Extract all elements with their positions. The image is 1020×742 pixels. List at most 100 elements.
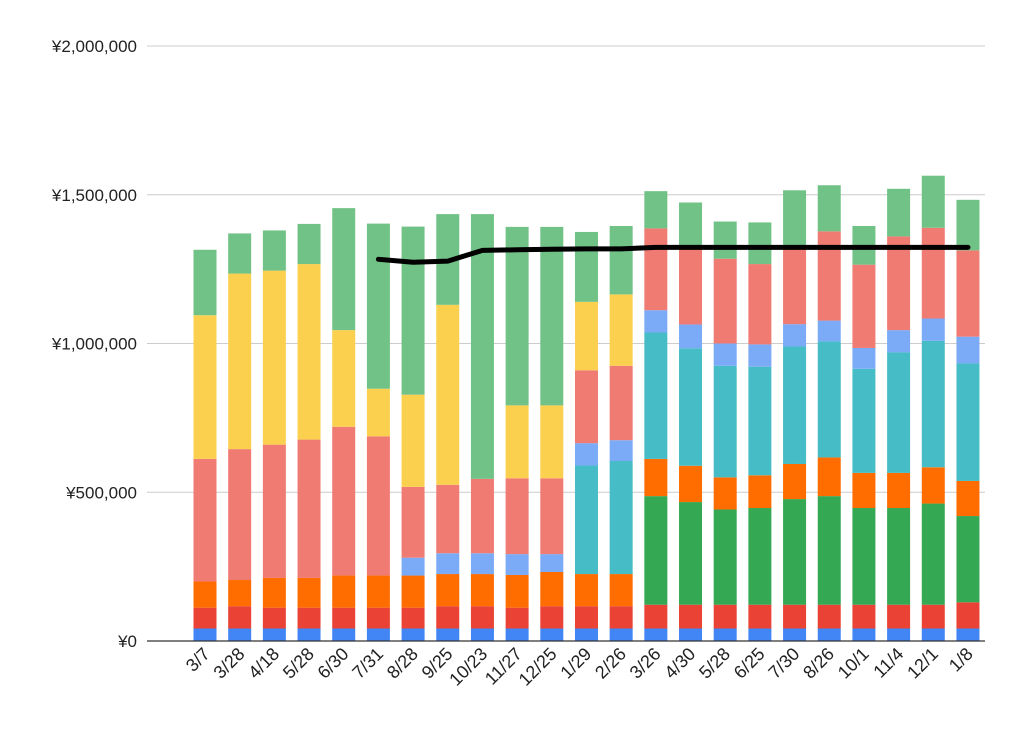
- bar-segment-2-26-series-7: [609, 365, 633, 441]
- bar-segment-5-28-series-9: [713, 221, 737, 259]
- bar-segment-6-30-series-1: [332, 628, 356, 641]
- bar-segment-2-26-series-8: [609, 294, 633, 366]
- bar-segment-5-28-series-6: [713, 343, 737, 366]
- bar-segment-11-27-series-9: [505, 226, 529, 406]
- bar-segment-8-28-series-1: [401, 628, 425, 641]
- bar-segment-8-26-series-5: [817, 341, 841, 458]
- bar-segment-6-30-series-2: [332, 607, 356, 629]
- bar-segment-8-28-series-6: [401, 557, 425, 576]
- bar-segment-8-26-series-2: [817, 604, 841, 629]
- bar-segment-10-23-series-4: [470, 574, 494, 607]
- bar-segment-6-25-series-2: [748, 604, 772, 629]
- bar-segment-5-28-series-8: [297, 264, 321, 440]
- bar-segment-3-28-series-9: [228, 233, 252, 274]
- bar-segment-12-1-series-9: [921, 175, 945, 228]
- bar-segment-1-29-series-6: [574, 443, 598, 466]
- bar-segment-3-28-series-8: [228, 273, 252, 450]
- bar-segment-6-30-series-4: [332, 575, 356, 608]
- bar-segment-1-8-series-9: [956, 199, 980, 251]
- bar-segment-6-25-series-4: [748, 475, 772, 509]
- bar-segment-9-25-series-8: [436, 304, 460, 485]
- bar-segment-12-1-series-2: [921, 604, 945, 629]
- bar-segment-1-29-series-5: [574, 465, 598, 575]
- bar-segment-6-30-series-8: [332, 330, 356, 427]
- bar-segment-11-4-series-3: [887, 508, 911, 605]
- bar-segment-3-7-series-1: [193, 628, 217, 641]
- y-tick-label: ¥0: [117, 632, 137, 651]
- x-tick-label: 11/4: [869, 644, 907, 682]
- bar-segment-3-7-series-8: [193, 315, 217, 459]
- bar-segment-7-30-series-4: [783, 463, 807, 500]
- bar-segment-11-27-series-1: [505, 628, 529, 641]
- bar-segment-6-25-series-9: [748, 222, 772, 265]
- bar-segment-7-30-series-1: [783, 628, 807, 641]
- x-tick-label: 1/29: [556, 644, 595, 683]
- bar-segment-4-30-series-6: [679, 324, 703, 349]
- x-tick-label: 12/1: [903, 644, 942, 683]
- x-tick-label: 3/7: [182, 644, 214, 676]
- bar-segment-3-7-series-4: [193, 581, 217, 608]
- bar-segment-3-26-series-6: [644, 310, 668, 333]
- bar-segment-6-30-series-9: [332, 208, 356, 331]
- bar-segment-6-25-series-6: [748, 344, 772, 367]
- bar-segment-9-25-series-6: [436, 553, 460, 575]
- bar-segment-11-27-series-4: [505, 574, 529, 608]
- x-tick-label: 2/26: [591, 644, 630, 683]
- bar-segment-3-7-series-7: [193, 458, 217, 582]
- bar-segment-7-30-series-2: [783, 604, 807, 629]
- bar-segment-8-28-series-4: [401, 575, 425, 608]
- x-axis-tick-labels: 3/73/284/185/286/307/318/289/2510/2311/2…: [182, 644, 977, 690]
- bar-segment-10-1-series-1: [852, 628, 876, 641]
- bar-segment-3-26-series-4: [644, 458, 668, 497]
- bar-segment-4-18-series-9: [262, 230, 286, 271]
- bar-segment-8-26-series-3: [817, 496, 841, 605]
- bar-segment-7-30-series-9: [783, 190, 807, 246]
- bar-segment-1-8-series-6: [956, 336, 980, 364]
- bar-segment-4-30-series-3: [679, 502, 703, 605]
- bar-segment-1-29-series-4: [574, 574, 598, 607]
- bar-segment-6-25-series-5: [748, 366, 772, 476]
- bar-segment-11-4-series-5: [887, 352, 911, 473]
- bar-segment-7-30-series-7: [783, 245, 807, 325]
- bar-segment-3-26-series-3: [644, 496, 668, 605]
- x-tick-label: 10/1: [834, 644, 873, 683]
- bar-segment-11-27-series-7: [505, 478, 529, 555]
- bar-segment-7-30-series-3: [783, 499, 807, 605]
- bar-segment-3-26-series-2: [644, 604, 668, 629]
- y-tick-label: ¥2,000,000: [51, 37, 137, 56]
- bar-segment-6-25-series-1: [748, 628, 772, 641]
- x-tick-label: 11/27: [481, 644, 526, 689]
- bar-segment-12-1-series-5: [921, 340, 945, 468]
- series-line: [375, 244, 971, 265]
- bar-segment-8-28-series-7: [401, 486, 425, 558]
- bar-segment-11-4-series-4: [887, 472, 911, 509]
- bar-segment-10-23-series-7: [470, 478, 494, 554]
- x-tick-label: 10/23: [445, 644, 491, 690]
- bar-segment-7-31-series-7: [366, 436, 390, 576]
- bar-segment-5-28-series-2: [713, 604, 737, 629]
- bar-segment-2-26-series-1: [609, 628, 633, 641]
- bar-segment-12-1-series-7: [921, 227, 945, 319]
- bar-segment-7-30-series-5: [783, 346, 807, 464]
- gridlines: [147, 45, 985, 493]
- bar-segment-2-26-series-5: [609, 461, 633, 575]
- bar-segment-1-8-series-3: [956, 516, 980, 603]
- bar-segment-3-26-series-1: [644, 628, 668, 641]
- bar-segment-2-26-series-9: [609, 225, 633, 295]
- bar-segment-5-28-series-9: [297, 223, 321, 265]
- bar-segment-11-4-series-1: [887, 628, 911, 641]
- bar-segment-5-28-series-4: [713, 477, 737, 510]
- bar-segment-10-23-series-1: [470, 628, 494, 641]
- bar-segment-11-27-series-8: [505, 405, 529, 479]
- bar-segment-10-23-series-6: [470, 553, 494, 575]
- bar-segment-2-26-series-2: [609, 606, 633, 629]
- x-tick-label: 7/31: [348, 644, 387, 683]
- x-tick-label: 1/8: [945, 644, 977, 676]
- bar-segment-10-1-series-7: [852, 264, 876, 348]
- bar-segment-10-1-series-3: [852, 508, 876, 605]
- bar-segment-9-25-series-7: [436, 484, 460, 554]
- x-tick-label: 7/30: [764, 644, 803, 683]
- bar-segment-12-25-series-1: [540, 628, 564, 641]
- bar-segment-1-29-series-7: [574, 370, 598, 444]
- bar-segment-10-1-series-6: [852, 347, 876, 369]
